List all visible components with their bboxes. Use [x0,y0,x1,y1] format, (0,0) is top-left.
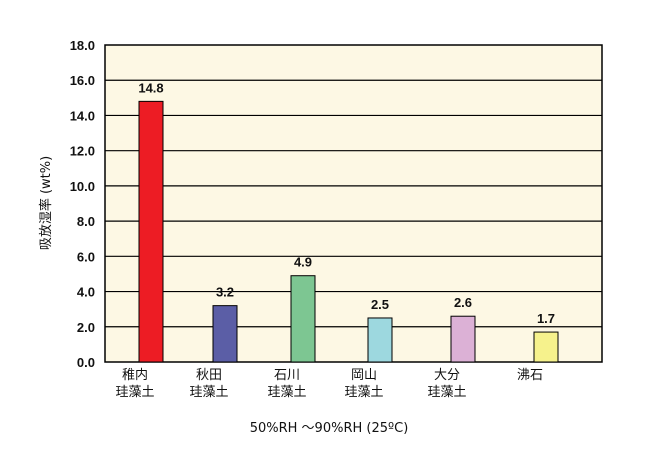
x-tick-label: 珪藻土 [267,385,306,400]
y-tick-label: 2.0 [77,320,95,335]
y-tick-label: 16.0 [70,73,95,88]
y-tick-label: 14.0 [70,108,95,123]
data-label: 14.8 [138,80,163,95]
bars: 14.8 3.2 4.9 2.5 2.6 1.7 [138,80,559,363]
y-tick-label: 4.0 [77,285,95,300]
grid-lines [105,79,602,328]
data-label: 2.5 [371,297,389,312]
x-tick-label: 岡山 [351,368,377,383]
x-tick-label: 石川 [274,368,300,383]
x-tick-label: 沸石 [517,368,543,383]
bar [138,100,164,363]
x-tick-label: 珪藻土 [189,385,228,400]
y-tick-label: 0.0 [77,355,95,370]
y-tick-labels: 0.0 2.0 4.0 6.0 8.0 10.0 12.0 14.0 16.0 18.0 [70,38,95,370]
x-tick-label: 珪藻土 [115,385,154,400]
x-tick-label: 珪藻土 [344,385,383,400]
y-tick-label: 10.0 [70,179,95,194]
bar [533,331,559,363]
bar [212,305,238,363]
x-axis-title: 50%RH ～90%RH (25ºC) [250,421,409,436]
y-axis-title: 吸放湿率 (wt%) [38,156,54,250]
data-label: 1.7 [537,311,555,326]
x-tick-label: 大分 [434,368,460,383]
data-label: 2.6 [454,295,472,310]
x-tick-label: 珪藻土 [427,385,466,400]
data-label: 4.9 [294,255,312,270]
x-tick-label: 稚内 [122,367,148,383]
y-tick-label: 8.0 [77,214,95,229]
y-tick-label: 12.0 [70,144,95,159]
plot-area [104,44,603,363]
bar [450,315,476,363]
bar [367,317,393,363]
y-tick-label: 6.0 [77,249,95,264]
y-tick-label: 18.0 [70,38,95,53]
data-label: 3.2 [216,285,234,300]
bar [290,275,316,363]
x-tick-label: 秋田 [196,368,222,383]
